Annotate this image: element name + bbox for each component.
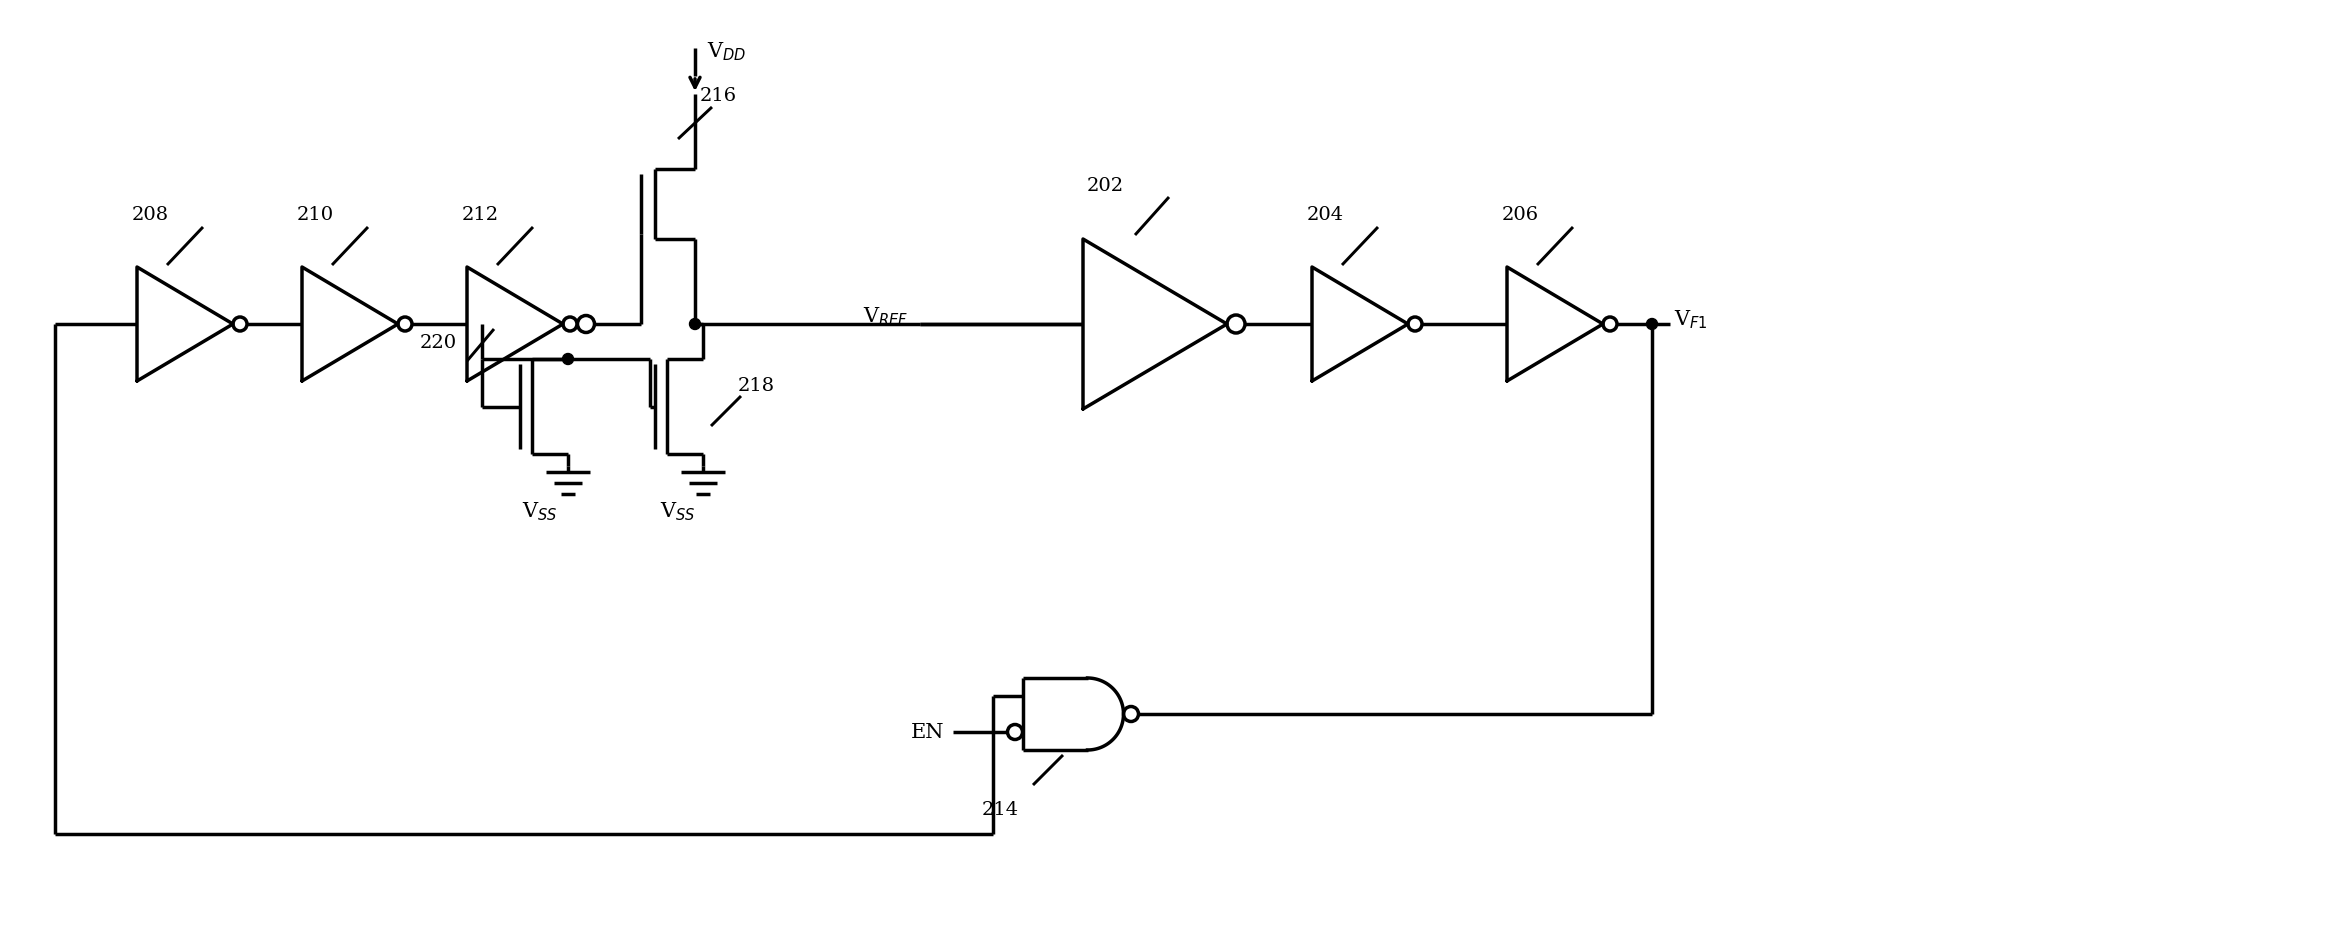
Text: 216: 216 [701,87,738,105]
Text: 210: 210 [298,206,333,224]
Text: 204: 204 [1307,206,1343,224]
Text: 206: 206 [1502,206,1539,224]
Text: V$_{DD}$: V$_{DD}$ [708,41,747,63]
Text: V$_{REF}$: V$_{REF}$ [862,305,909,328]
Circle shape [562,354,574,365]
Text: 218: 218 [738,377,776,395]
Text: V$_{F1}$: V$_{F1}$ [1673,309,1708,331]
Text: V$_{SS}$: V$_{SS}$ [661,499,696,522]
Text: 214: 214 [982,801,1019,818]
Text: 202: 202 [1087,177,1125,194]
Text: 220: 220 [419,333,457,351]
Text: 208: 208 [131,206,169,224]
Circle shape [1647,319,1657,330]
Text: EN: EN [911,723,944,742]
Text: 212: 212 [462,206,499,224]
Text: V$_{SS}$: V$_{SS}$ [522,499,558,522]
Circle shape [689,319,701,330]
